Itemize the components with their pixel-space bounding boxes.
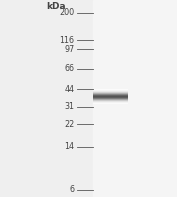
Text: 44: 44 (64, 85, 74, 94)
Text: 6: 6 (69, 185, 74, 194)
Text: 116: 116 (59, 36, 74, 45)
Text: 97: 97 (64, 45, 74, 54)
Text: 22: 22 (64, 120, 74, 128)
Text: 14: 14 (64, 142, 74, 151)
Text: 31: 31 (64, 102, 74, 111)
Text: kDa: kDa (46, 2, 65, 11)
Bar (93, 0, 177, 197)
Text: 66: 66 (64, 64, 74, 73)
Text: 200: 200 (59, 8, 74, 17)
